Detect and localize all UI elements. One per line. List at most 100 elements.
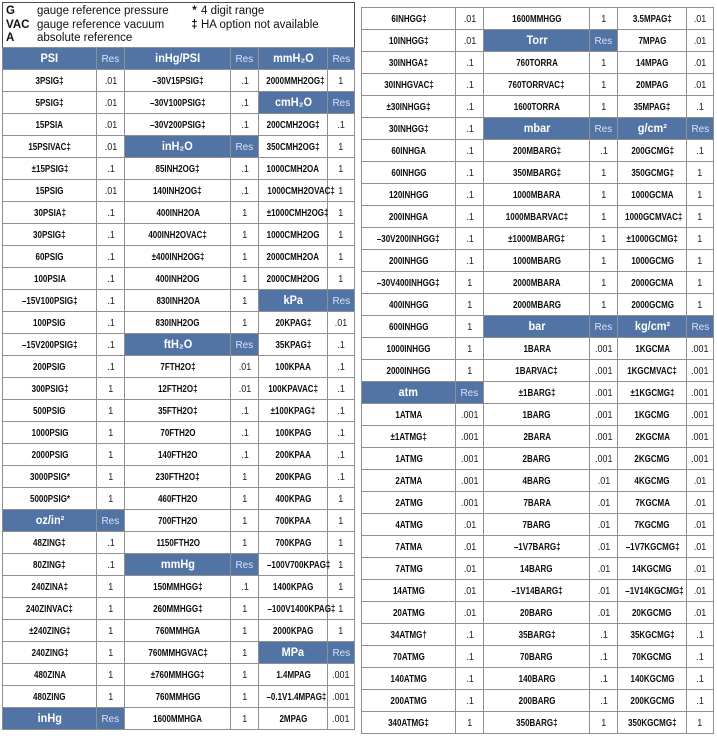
cell-text: .1	[465, 80, 474, 91]
range-code-cell: ±1BARG‡	[483, 381, 591, 404]
res-header-cell: Res	[96, 47, 126, 70]
range-code-cell: 200MBARG‡	[483, 139, 591, 162]
range-code-cell: 2000CMH2OG	[258, 267, 329, 290]
range-code-cell: 200PSIG	[1, 355, 98, 378]
cell-text: 1	[338, 582, 344, 593]
cell-text: .1	[106, 230, 115, 241]
table-row: 480ZING 1 760MMHGG 1 –0.1V1.4MPAG‡ .001	[1, 685, 355, 708]
resolution-cell: .01	[589, 491, 619, 514]
resolution-cell: .1	[230, 399, 260, 422]
cell-text: 600INHGG	[388, 322, 429, 333]
cell-text: .01	[463, 36, 476, 47]
range-code-cell: 7FTH2O‡	[124, 355, 232, 378]
cell-text: 140ATMG	[390, 674, 427, 685]
resolution-cell: .1	[455, 249, 485, 272]
cell-text: 1	[338, 494, 344, 505]
resolution-cell: 1	[230, 619, 260, 642]
dagger-note-symbol: ‡	[191, 18, 198, 31]
resolution-cell: .1	[96, 311, 126, 334]
resolution-cell: .1	[96, 201, 126, 224]
cell-text: g/cm²	[637, 123, 667, 135]
cell-text: .001	[691, 432, 709, 443]
range-code-cell: 100PSIA	[1, 267, 98, 290]
res-header-cell: Res	[686, 315, 714, 338]
legend-text: gauge reference pressure	[37, 5, 169, 17]
range-code-cell: 1.4MPAG	[258, 663, 329, 686]
cell-text: 60INHGG	[391, 168, 427, 179]
cell-text: –100V1400KPAG‡	[267, 604, 336, 615]
range-code-cell: 830INH2OA	[124, 289, 232, 312]
cell-text: 3.5MPAG‡	[632, 14, 672, 25]
resolution-cell: .1	[230, 443, 260, 466]
cell-text: –30V100PSIG‡	[149, 98, 206, 109]
resolution-cell: .1	[96, 223, 126, 246]
cell-text: .1	[600, 674, 608, 685]
table-row: 200ATMG .1 200BARG .1 200KGCMG .1	[360, 689, 714, 712]
resolution-cell: .01	[96, 135, 126, 158]
cell-text: 1KGCMVAC‡	[627, 366, 678, 377]
cell-text: .01	[693, 58, 707, 69]
unit-header-cell: bar	[483, 315, 591, 338]
table-row: 1000INHGG 1 1BARA .001 1KGCMA .001	[360, 337, 714, 360]
range-code-cell: 1000GCMA	[617, 183, 688, 206]
range-code-cell: –1V7BARG‡	[483, 535, 591, 558]
cell-text: 1	[697, 234, 703, 245]
cell-text: 1	[242, 604, 248, 615]
range-code-cell: 30INHGA‡	[360, 51, 457, 74]
cell-text: 1	[338, 604, 344, 615]
cell-text: .001	[332, 692, 350, 703]
cell-text: 2000GCMA	[631, 278, 674, 289]
cell-text: 10INHGG‡	[388, 36, 429, 47]
range-code-cell: 760MMHGA	[124, 619, 232, 642]
resolution-cell: 1	[589, 161, 619, 184]
cell-text: 70ATMG	[392, 652, 425, 663]
range-code-cell: 1600MMHGG	[483, 7, 591, 30]
range-code-cell: 350MBARG‡	[483, 161, 591, 184]
cell-text: ±1000GCMG‡	[626, 234, 678, 245]
cell-text: .01	[597, 476, 611, 487]
table-row: 120INHGG .1 1000MBARA 1 1000GCMA 1	[360, 183, 714, 206]
range-code-cell: 4BARG	[483, 469, 591, 492]
cell-text: 1	[467, 300, 473, 311]
table-row: 2000INHGG 1 1BARVAC‡ .001 1KGCMVAC‡ .001	[360, 359, 714, 382]
cell-text: Res	[101, 713, 120, 725]
cell-text: 1	[338, 186, 344, 197]
range-code-cell: 2000MMH2OG‡	[258, 69, 329, 92]
range-code-cell: ±1000GCMG‡	[617, 227, 688, 250]
resolution-cell: .01	[230, 377, 260, 400]
cell-text: 200CMH2OG‡	[266, 120, 320, 131]
cell-text: 1	[601, 58, 607, 69]
resolution-cell: 1	[686, 183, 714, 206]
range-code-cell: 200KPAA	[258, 443, 329, 466]
table-row: ±30INHGG‡ .1 1600TORRA 1 35MPAG‡ .1	[360, 95, 714, 118]
cell-text: 200KPAG	[275, 472, 312, 483]
cell-text: 1	[242, 626, 248, 637]
table-row: 2ATMA .001 4BARG .01 4KGCMG .01	[360, 469, 714, 492]
cell-text: 2000CMH2OA	[266, 252, 320, 263]
unit-header-cell: g/cm²	[617, 117, 688, 140]
resolution-cell: .1	[96, 333, 126, 356]
range-code-cell: 500PSIG	[1, 399, 98, 422]
range-code-cell: 100KPAA	[258, 355, 329, 378]
table-row: 4ATMG .01 7BARG .01 7KGCMG .01	[360, 513, 714, 536]
cell-text: kg/cm²	[634, 321, 670, 333]
resolution-cell: 1	[589, 711, 619, 734]
cell-text: 1	[242, 296, 248, 307]
resolution-cell: .01	[686, 601, 714, 624]
cell-text: 140FTH2O	[157, 450, 198, 461]
cell-text: ftH₂O	[163, 339, 193, 351]
cell-text: 460FTH2O	[157, 494, 198, 505]
range-code-cell: 48ZING‡	[1, 531, 98, 554]
cell-text: cmH₂O	[274, 97, 312, 109]
legend-symbol: VAC	[6, 18, 30, 31]
range-code-cell: 14ATMG	[360, 579, 457, 602]
resolution-cell: 1	[327, 619, 355, 642]
resolution-cell: 1	[686, 271, 714, 294]
resolution-cell: .1	[589, 645, 619, 668]
range-code-cell: 7BARA	[483, 491, 591, 514]
table-row: PSI Res inHg/PSI Res mmH₂O Res	[1, 47, 355, 70]
range-code-cell: 700FTH2O	[124, 509, 232, 532]
range-code-cell: 2BARA	[483, 425, 591, 448]
cell-text: 760TORRA	[515, 58, 558, 69]
cell-text: 1000GCMA	[631, 190, 674, 201]
